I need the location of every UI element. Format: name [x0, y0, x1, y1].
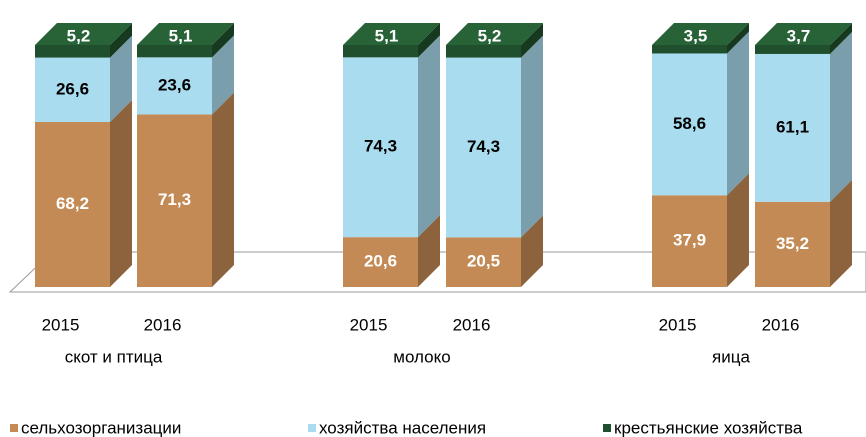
bar — [652, 53, 727, 196]
value-label: 74,3 — [364, 137, 397, 156]
x-tick-label: 2016 — [762, 315, 800, 334]
bar — [35, 45, 110, 58]
bar-top — [446, 23, 543, 45]
bar-side — [418, 35, 440, 238]
bar — [343, 45, 418, 58]
bar-side — [110, 23, 132, 58]
bar — [35, 121, 110, 288]
bar-side — [727, 31, 749, 196]
value-label: 74,3 — [467, 137, 500, 156]
bar-side — [212, 35, 234, 115]
bar-side — [727, 173, 749, 287]
bar-side — [830, 179, 852, 287]
value-label: 3,7 — [787, 26, 811, 45]
value-label: 71,3 — [158, 190, 191, 209]
legend-swatch — [603, 424, 611, 432]
bar-side — [830, 31, 852, 202]
value-label: 5,1 — [169, 26, 193, 45]
bar — [755, 201, 830, 287]
group-label: молоко — [393, 347, 450, 366]
bar — [137, 45, 212, 58]
bar — [446, 237, 521, 287]
value-label: 5,2 — [478, 26, 502, 45]
bar-top — [35, 23, 132, 45]
bar-side — [830, 23, 852, 54]
group-label: яица — [712, 347, 750, 366]
x-tick-label: 2015 — [350, 315, 388, 334]
value-label: 68,2 — [56, 194, 89, 213]
bar — [755, 45, 830, 54]
bar-side — [521, 215, 543, 287]
bar-top — [137, 23, 234, 45]
bar — [35, 57, 110, 122]
x-tick-label: 2015 — [42, 315, 80, 334]
legend-swatch — [10, 424, 18, 432]
bar — [137, 57, 212, 115]
value-label: 20,5 — [467, 252, 500, 271]
value-label: 20,6 — [364, 252, 397, 271]
bar — [652, 195, 727, 287]
legend-swatch — [308, 424, 316, 432]
bar-side — [727, 23, 749, 54]
value-label: 3,5 — [684, 26, 708, 45]
bar-side — [212, 23, 234, 58]
group-label: скот и птица — [65, 347, 163, 366]
x-tick-label: 2016 — [453, 315, 491, 334]
bar — [343, 57, 418, 238]
value-label: 23,6 — [158, 75, 191, 94]
bar-side — [521, 23, 543, 58]
bar — [343, 237, 418, 287]
bar — [137, 114, 212, 287]
bar-side — [418, 23, 440, 58]
bar — [755, 53, 830, 202]
bar-side — [110, 99, 132, 288]
bar — [446, 57, 521, 238]
bar-top — [652, 23, 749, 45]
bar — [446, 45, 521, 58]
legend-label: сельхозорганизации — [21, 418, 181, 437]
value-label: 61,1 — [776, 117, 809, 136]
bar-top — [343, 23, 440, 45]
bar-side — [418, 215, 440, 287]
x-tick-label: 2016 — [144, 315, 182, 334]
value-label: 35,2 — [776, 234, 809, 253]
bar-side — [110, 35, 132, 122]
value-label: 58,6 — [673, 114, 706, 133]
bar-side — [212, 92, 234, 287]
bar-side — [521, 35, 543, 238]
bar — [652, 45, 727, 54]
legend-label: крестьянские хозяйства — [614, 418, 803, 437]
value-label: 26,6 — [56, 79, 89, 98]
value-label: 37,9 — [673, 231, 706, 250]
bar-top — [755, 23, 852, 45]
x-tick-label: 2015 — [659, 315, 697, 334]
value-label: 5,2 — [67, 26, 91, 45]
value-label: 5,1 — [375, 26, 399, 45]
legend-label: хозяйства населения — [319, 418, 486, 437]
